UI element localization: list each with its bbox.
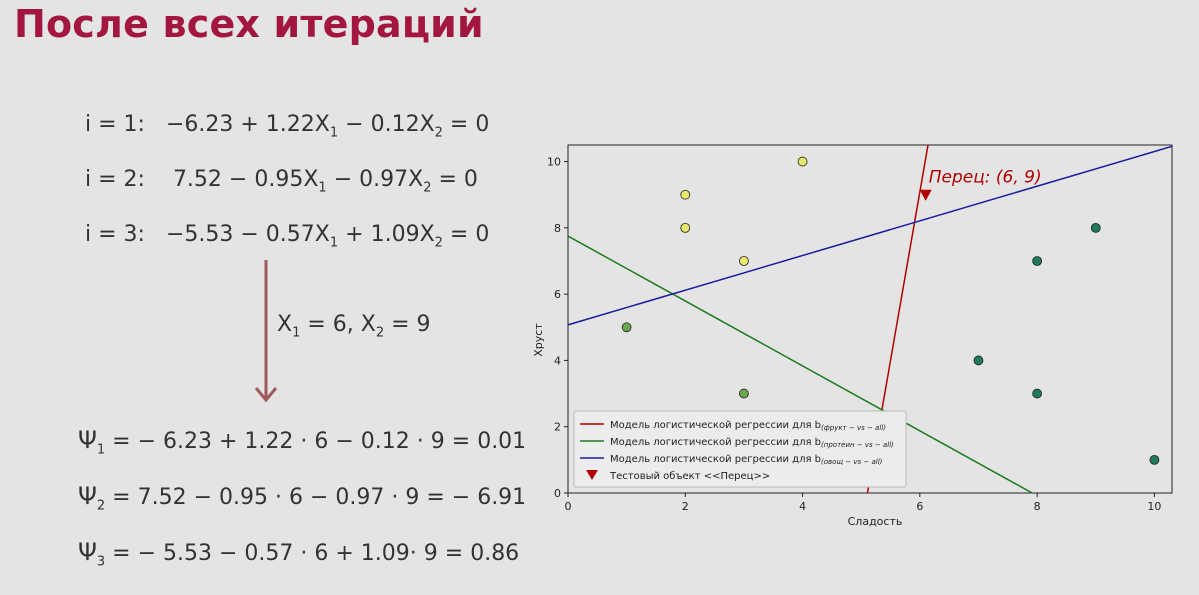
vegetable-point: [1149, 454, 1160, 465]
result-1: Ψ1 = − 6.23 + 1.22 · 6 − 0.12 · 9 = 0.01: [78, 426, 527, 458]
y-tick-label: 2: [554, 421, 561, 434]
substitution-values: X1 = 6, X2 = 9: [277, 312, 431, 341]
result-3-expr: = − 5.53 − 0.57 · 6 + 1.09· 9 = 0.86: [112, 541, 520, 566]
iteration-1-op1: +: [240, 112, 259, 137]
iteration-2-c0: 7.52: [172, 167, 222, 192]
x-tick-label: 6: [916, 500, 923, 513]
vegetable-point: [1032, 256, 1043, 266]
iteration-3-label: i = 3:: [85, 222, 145, 247]
iteration-3-rhs: = 0: [449, 222, 490, 247]
legend-box: [573, 410, 907, 488]
y-tick-label: 8: [554, 222, 561, 235]
iteration-1-rhs: = 0: [449, 112, 490, 137]
decision-boundary-2: [567, 235, 1033, 494]
legend: Модель логистической регрессии для b(фру…: [573, 410, 907, 488]
substitution-x1: 6: [332, 312, 347, 337]
y-tick-label: 10: [547, 156, 561, 169]
decision-boundary-3: [567, 145, 1173, 326]
result-2-sub: 2: [96, 498, 106, 514]
fruit-point: [680, 189, 691, 200]
iteration-3-c0: −5.53: [165, 222, 234, 247]
y-tick-label: 6: [554, 288, 561, 301]
iteration-1-c0: −6.23: [165, 112, 234, 137]
iteration-2-c2: 0.97: [359, 167, 409, 192]
iteration-2-rhs: = 0: [438, 167, 478, 192]
vegetable-point: [1032, 388, 1043, 399]
iteration-3-c1: 0.57: [265, 222, 315, 247]
iteration-1-equation: i = 1: −6.23 + 1.22X1 − 0.12X2 = 0: [85, 112, 490, 141]
iteration-1-c2: 0.12: [370, 112, 420, 137]
slide-title: После всех итераций: [14, 2, 484, 46]
iteration-3-c2: 1.09: [370, 222, 420, 247]
x-tick-label: 8: [1034, 500, 1041, 513]
iteration-2-c1: 0.95: [254, 167, 304, 192]
test-point-annotation: Перец: (6, 9): [929, 168, 1042, 188]
vegetable-point: [1090, 222, 1101, 233]
x-tick-label: 10: [1147, 500, 1161, 513]
legend-label: Модель логистической регрессии для b(фру…: [610, 420, 886, 432]
iteration-3-op1: −: [240, 222, 259, 247]
iteration-3-equation: i = 3: −5.53 − 0.57X1 + 1.09X2 = 0: [85, 222, 490, 251]
iteration-2-equation: i = 2: 7.52 − 0.95X1 − 0.97X2 = 0: [85, 167, 478, 196]
result-1-expr: = − 6.23 + 1.22 · 6 − 0.12 · 9 = 0.01: [112, 429, 527, 454]
result-2: Ψ2 = 7.52 − 0.95 · 6 − 0.97 · 9 = − 6.91: [78, 482, 527, 514]
result-1-sub: 1: [96, 442, 106, 458]
iteration-2-op1: −: [228, 167, 248, 192]
iteration-2-op2: −: [333, 167, 353, 192]
protein-point: [739, 388, 749, 399]
iteration-2-label: i = 2:: [85, 167, 145, 192]
x-tick-label: 0: [565, 500, 572, 513]
y-tick-label: 4: [554, 354, 561, 367]
vegetable-point: [973, 355, 984, 366]
x-tick-label: 4: [799, 500, 806, 513]
fruit-point: [797, 156, 808, 167]
y-axis-label: Хруст: [532, 323, 545, 357]
iteration-3-op2: +: [345, 222, 364, 247]
down-arrow-icon: [254, 260, 278, 403]
iteration-1-op2: −: [345, 112, 364, 137]
result-3-sub: 3: [96, 554, 106, 570]
x-axis-label: Сладость: [848, 515, 903, 528]
fruit-point: [680, 222, 691, 233]
substitution-x2: 9: [416, 312, 431, 337]
scatter-chart: 0 2 4 6 8 10 0 2 4 6 8 10 Сладость Хруст Перец: (6,…: [532, 144, 1173, 528]
iteration-1-label: i = 1:: [85, 112, 145, 137]
result-2-expr: = 7.52 − 0.95 · 6 − 0.97 · 9 = − 6.91: [112, 485, 527, 510]
fruit-point: [739, 256, 749, 266]
legend-label: Модель логистической регрессии для b(ово…: [610, 454, 883, 466]
protein-point: [621, 322, 632, 333]
iteration-1-c1: 1.22: [265, 112, 315, 137]
result-3: Ψ3 = − 5.53 − 0.57 · 6 + 1.09· 9 = 0.86: [78, 538, 520, 570]
x-tick-label: 2: [682, 500, 689, 513]
legend-label: Тестовый объект <<Перец>>: [609, 471, 770, 482]
legend-test-marker: [586, 470, 598, 480]
y-tick-label: 0: [554, 487, 561, 500]
test-point-marker: [919, 189, 932, 201]
